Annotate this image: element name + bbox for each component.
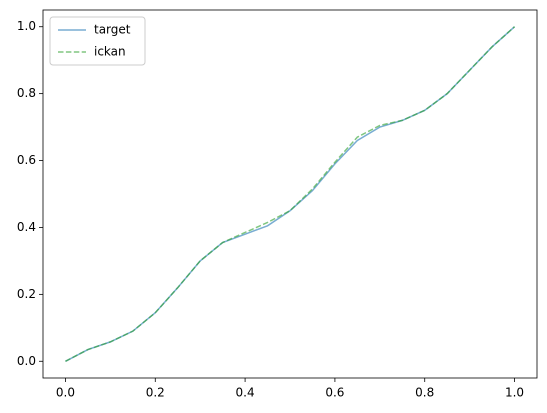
y-tick-label: 0.0 <box>17 354 36 368</box>
x-tick-label: 0.0 <box>56 386 75 400</box>
y-tick-label: 0.4 <box>17 220 36 234</box>
x-tick-label: 0.2 <box>146 386 165 400</box>
x-tick-label: 0.8 <box>415 386 434 400</box>
legend-label: target <box>94 23 131 37</box>
y-tick-label: 0.8 <box>17 86 36 100</box>
x-tick-label: 0.4 <box>236 386 255 400</box>
y-tick-label: 0.2 <box>17 287 36 301</box>
line-series <box>65 26 516 362</box>
y-tick-label: 1.0 <box>17 19 36 33</box>
plot-frame <box>42 9 538 379</box>
x-tick-label: 0.6 <box>325 386 344 400</box>
y-tick-label: 0.6 <box>17 153 36 167</box>
legend-label: ickan <box>94 45 126 59</box>
x-tick-label: 1.0 <box>505 386 524 400</box>
legend-box <box>49 16 146 66</box>
line-series <box>65 26 516 362</box>
